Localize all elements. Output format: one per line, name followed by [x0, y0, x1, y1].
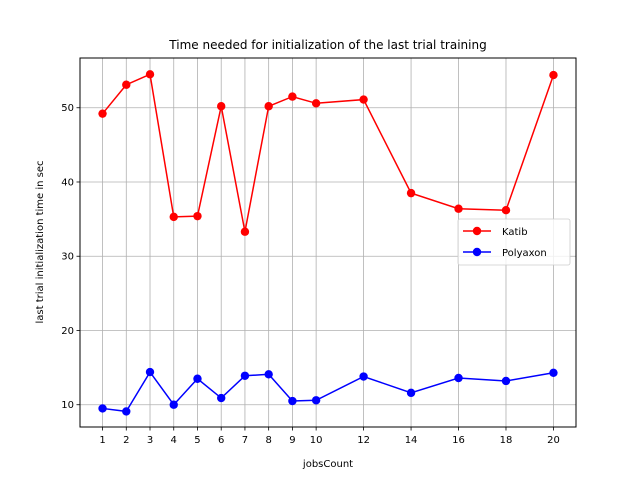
- polyaxon-data-point: [549, 368, 558, 378]
- x-axis-label: jobsCount: [302, 459, 353, 470]
- polyaxon-data-point: [264, 370, 273, 379]
- x-tick-label: 9: [289, 435, 295, 446]
- polyaxon-data-point: [406, 388, 416, 398]
- x-tick-label: 14: [405, 435, 418, 446]
- x-tick-label: 7: [242, 435, 248, 446]
- katib-data-point: [406, 188, 416, 198]
- polyaxon-data-point: [122, 407, 131, 416]
- katib-data-point: [193, 211, 202, 221]
- katib-data-point: [122, 80, 131, 89]
- polyaxon-data-point: [145, 367, 155, 377]
- legend-label-polyaxon: Polyaxon: [502, 248, 547, 259]
- x-tick-label: 4: [171, 435, 177, 446]
- katib-data-point: [264, 102, 273, 111]
- polyaxon-data-point: [501, 376, 511, 386]
- x-tick-label: 6: [218, 435, 224, 446]
- legend: Katib Polyaxon: [457, 218, 571, 266]
- katib-data-point: [311, 99, 321, 108]
- legend-label-katib: Katib: [502, 227, 528, 238]
- y-tick-label: 20: [61, 326, 74, 337]
- katib-data-point: [240, 227, 250, 236]
- polyaxon-data-point: [359, 372, 368, 381]
- x-tick-label: 12: [357, 435, 370, 446]
- series-layer: [98, 70, 558, 416]
- polyaxon-data-point: [193, 374, 202, 383]
- x-tick-label: 3: [147, 435, 153, 446]
- y-axis-label: last trial initialization time in sec: [35, 160, 46, 323]
- y-tick-label: 50: [61, 103, 74, 114]
- polyaxon-data-point: [217, 393, 226, 403]
- polyaxon-data-point: [169, 400, 178, 409]
- x-tick-label: 5: [194, 435, 200, 446]
- x-tick-label: 18: [500, 435, 513, 446]
- polyaxon-data-point: [311, 396, 321, 405]
- y-tick-label: 40: [61, 177, 74, 188]
- katib-data-point: [549, 70, 558, 80]
- katib-data-point: [217, 102, 226, 111]
- x-tick-label: 8: [265, 435, 271, 446]
- polyaxon-data-point: [288, 396, 297, 406]
- x-tick-label: 10: [310, 435, 323, 446]
- polyaxon-data-point: [98, 404, 107, 413]
- x-tick-label: 16: [452, 435, 465, 446]
- legend-marker-polyaxon: [472, 247, 482, 257]
- polyaxon-data-point: [454, 373, 463, 383]
- katib-data-point: [145, 70, 155, 79]
- chart-title: Time needed for initialization of the la…: [168, 38, 486, 52]
- y-tick-label: 30: [61, 252, 74, 263]
- katib-data-point: [169, 212, 178, 222]
- y-tick-label: 10: [61, 400, 74, 411]
- katib-data-point: [454, 204, 463, 213]
- katib-data-point: [288, 92, 297, 101]
- axes-frame: [79, 57, 577, 428]
- x-tick-label: 20: [547, 435, 560, 446]
- x-tick-label: 2: [123, 435, 129, 446]
- legend-marker-katib: [472, 226, 482, 236]
- katib-data-point: [359, 95, 368, 104]
- x-tick-label: 1: [99, 435, 105, 446]
- katib-data-point: [98, 109, 107, 118]
- polyaxon-data-point: [240, 371, 250, 380]
- katib-data-point: [501, 206, 511, 215]
